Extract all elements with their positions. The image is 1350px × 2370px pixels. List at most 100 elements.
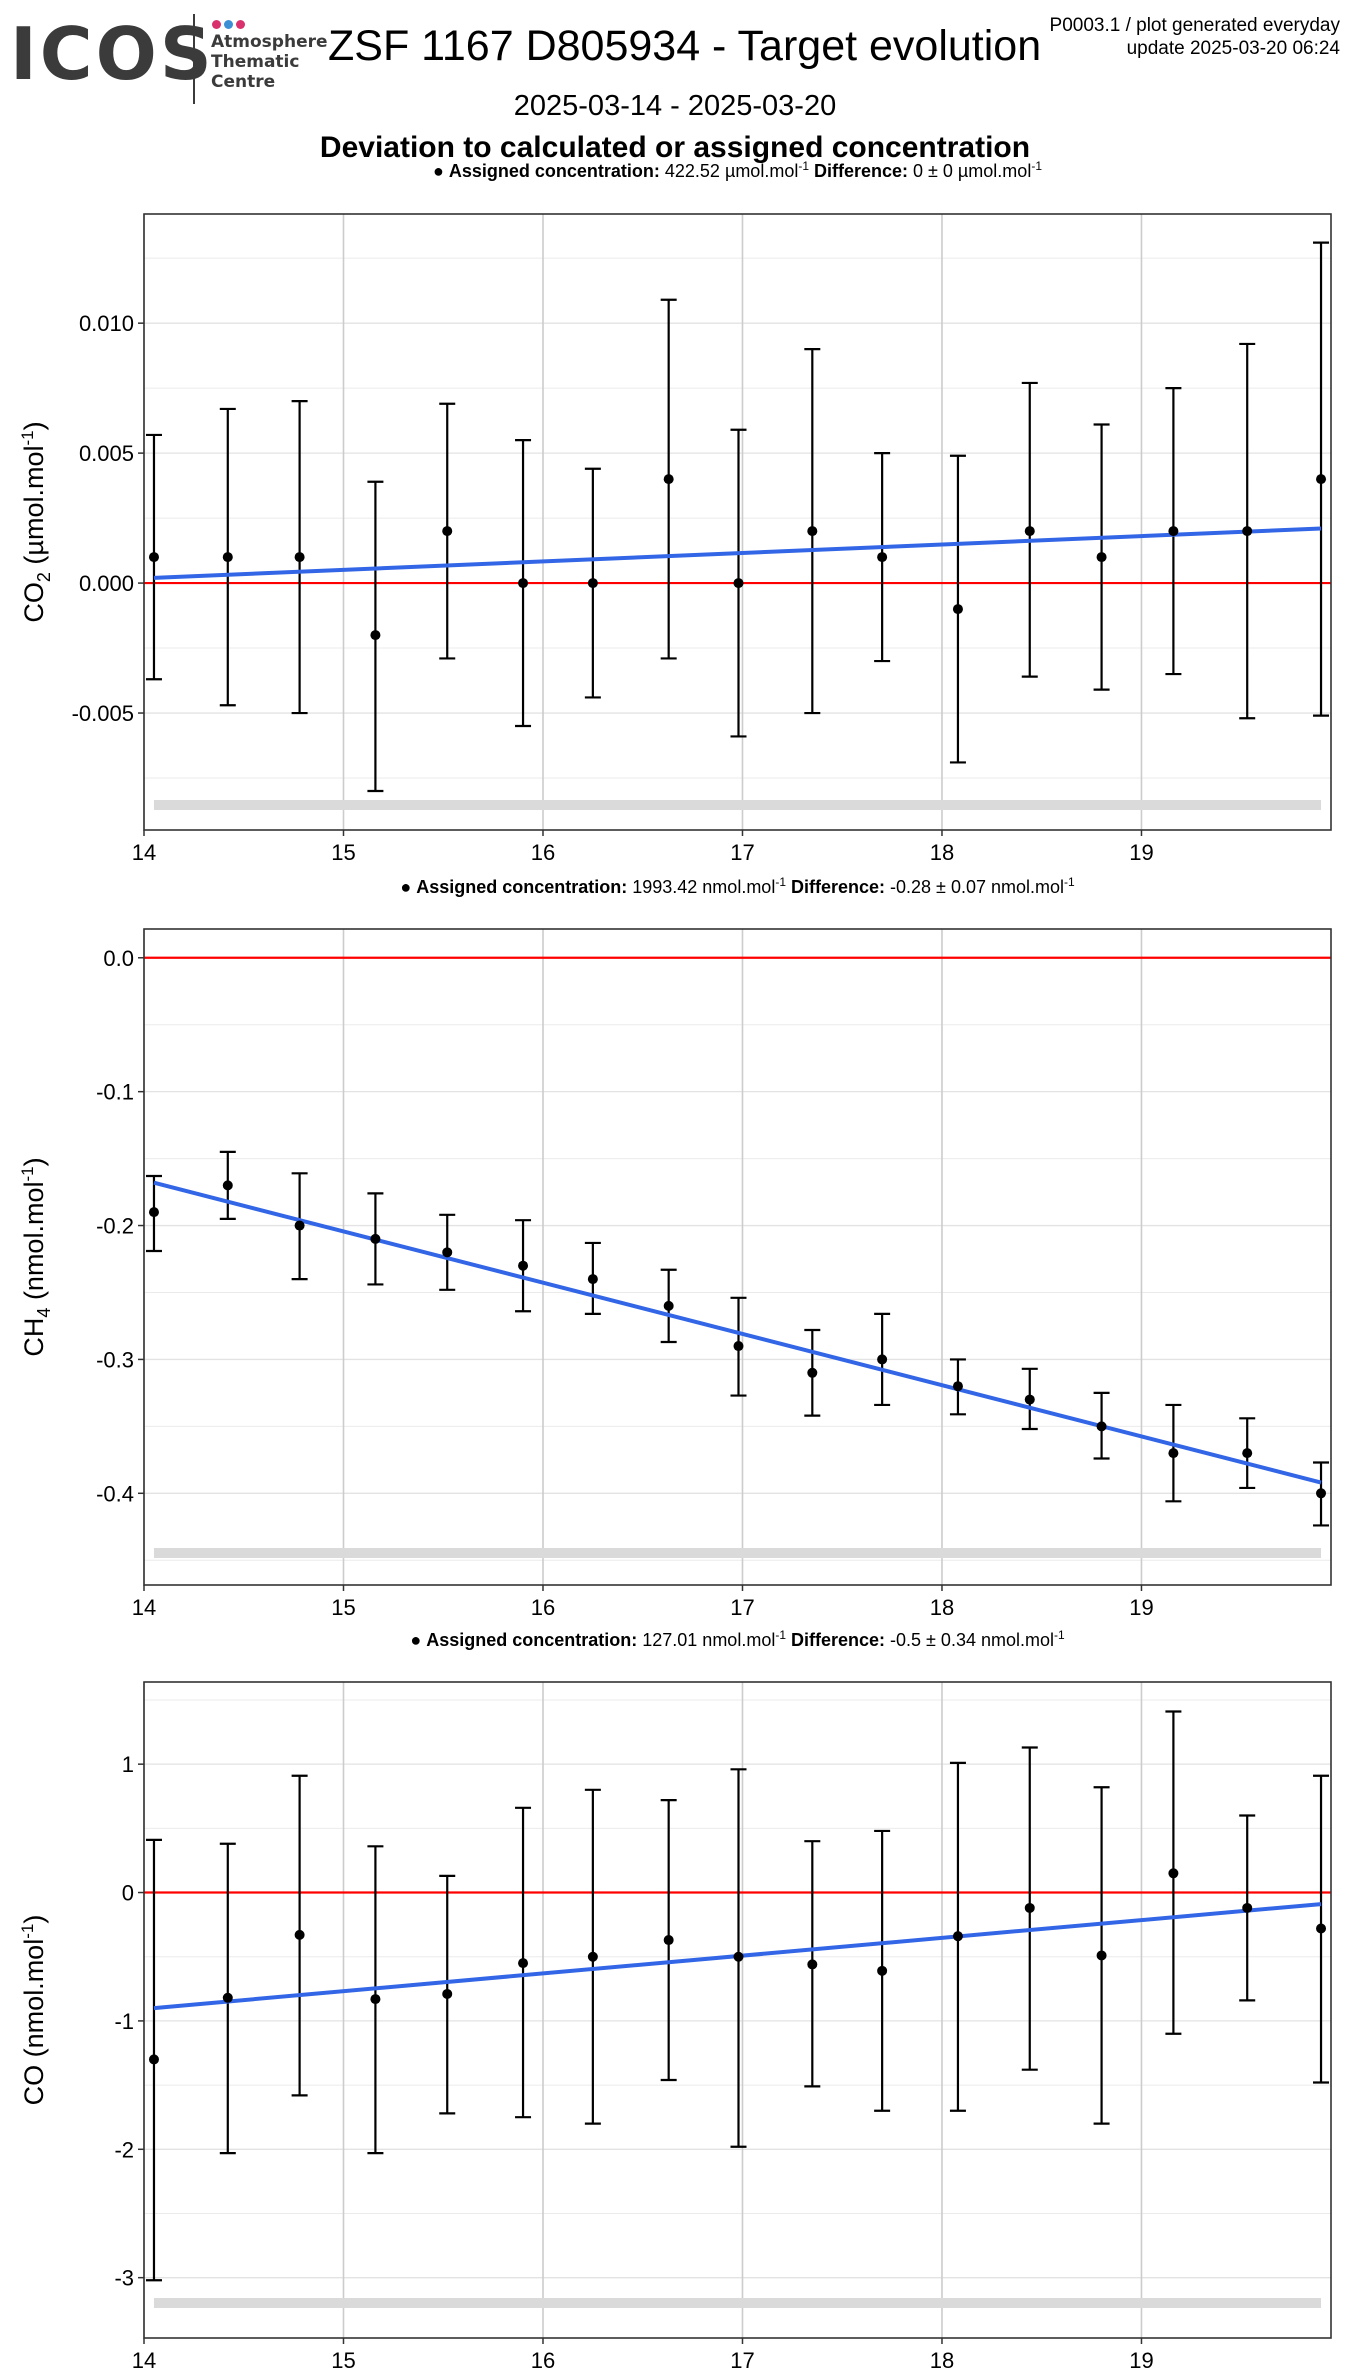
- date-range: 2025-03-14 - 2025-03-20: [513, 90, 837, 122]
- data-point: [1096, 1950, 1107, 1961]
- trend-line: [153, 1180, 1322, 1485]
- legend-assigned-value: 127.01 nmol.mol: [642, 1630, 775, 1650]
- panel-border: [143, 1681, 1332, 2339]
- data-point: [148, 1207, 159, 1218]
- data-point: [518, 578, 529, 589]
- legend-difference-label: Difference:: [786, 877, 890, 897]
- data-point: [1024, 1902, 1035, 1913]
- data-point: [442, 1988, 453, 1999]
- data-point: [222, 1992, 233, 2003]
- data-point: [877, 552, 888, 563]
- y-axis-title: CH4 (nmol.mol-1): [18, 1157, 54, 1356]
- y-axis-title: CO (nmol.mol-1): [18, 1915, 49, 2106]
- data-point: [370, 1233, 381, 1244]
- panel-legend: ● Assigned concentration: 127.01 nmol.mo…: [410, 1628, 1065, 1650]
- data-point: [1024, 526, 1035, 537]
- x-tick-label: 14: [132, 2348, 156, 2370]
- y-tick-label: 0.000: [79, 571, 134, 596]
- data-point: [370, 1994, 381, 2005]
- x-tick-label: 14: [132, 1595, 156, 1620]
- chart-panel-1: -0.005 0.000 0.005 0.010 14 15 16 17 18 19 CO2 (µm…: [18, 159, 1332, 865]
- y-tick-label: 0.005: [79, 441, 134, 466]
- legend-exponent: -1: [1031, 159, 1042, 173]
- y-tick-label: -0.2: [96, 1214, 134, 1239]
- data-point: [1024, 1394, 1035, 1405]
- y-axis-unit: (nmol.mol: [19, 1939, 49, 2065]
- legend-exponent: -1: [775, 1628, 786, 1642]
- bottom-band: [153, 1548, 1322, 1558]
- x-tick-label: 18: [930, 2348, 954, 2370]
- legend-point-symbol: ●: [433, 161, 449, 181]
- y-tick-label: -0.3: [96, 1347, 134, 1372]
- y-tick-label: -1: [114, 2009, 134, 2034]
- y-tick-label: -0.1: [96, 1080, 134, 1105]
- x-tick-label: 19: [1129, 2348, 1153, 2370]
- legend-difference-value: -0.28 ± 0.07 nmol.mol: [890, 877, 1064, 897]
- data-point: [1096, 1421, 1107, 1432]
- data-point: [807, 1959, 818, 1970]
- y-tick-label: -3: [114, 2266, 134, 2291]
- data-point: [952, 1381, 963, 1392]
- legend-assigned-value: 422.52 µmol.mol: [665, 161, 798, 181]
- x-tick-label: 16: [531, 2348, 555, 2370]
- data-point: [663, 1300, 674, 1311]
- plot-meta-line: P0003.1 / plot generated everyday: [1049, 15, 1340, 36]
- legend-exponent: -1: [1064, 875, 1075, 889]
- x-tick-label: 18: [930, 1595, 954, 1620]
- data-point: [733, 1341, 744, 1352]
- data-point: [587, 578, 598, 589]
- plot-background: [144, 929, 1331, 1585]
- x-tick-label: 16: [531, 1595, 555, 1620]
- data-point: [807, 1367, 818, 1378]
- panel-legend: ● Assigned concentration: 1993.42 nmol.m…: [400, 875, 1075, 897]
- y-axis-unit-close: ): [19, 1157, 49, 1166]
- y-axis-gas: CO: [19, 2065, 49, 2106]
- y-tick-label: -0.005: [72, 701, 134, 726]
- x-tick-label: 19: [1129, 840, 1153, 865]
- legend-assigned-label: Assigned concentration:: [416, 877, 632, 897]
- data-point: [294, 1220, 305, 1231]
- data-point: [518, 1260, 529, 1271]
- data-point: [587, 1274, 598, 1285]
- y-axis-unit-close: ): [19, 421, 49, 430]
- legend-point-symbol: ●: [400, 877, 416, 897]
- data-point: [1168, 526, 1179, 537]
- plot-meta: P0003.1 / plot generated everyday update…: [1050, 14, 1340, 60]
- panel-border: [143, 928, 1332, 1586]
- x-tick-label: 17: [730, 840, 754, 865]
- data-point: [370, 630, 381, 641]
- x-tick-label: 16: [531, 840, 555, 865]
- bottom-band: [153, 800, 1322, 810]
- x-tick-label: 19: [1129, 1595, 1153, 1620]
- x-tick-label: 17: [730, 2348, 754, 2370]
- bottom-band: [153, 2298, 1322, 2308]
- legend-difference-value: -0.5 ± 0.34 nmol.mol: [890, 1630, 1054, 1650]
- y-axis-unit-close: ): [19, 1915, 49, 1924]
- data-point: [148, 552, 159, 563]
- y-axis-unit-exponent: -1: [18, 430, 37, 445]
- legend-assigned-label: Assigned concentration:: [426, 1630, 642, 1650]
- data-point: [663, 474, 674, 485]
- y-axis-unit-exponent: -1: [18, 1166, 37, 1181]
- data-point: [1316, 474, 1327, 485]
- x-tick-label: 15: [331, 840, 355, 865]
- data-point: [294, 1929, 305, 1940]
- data-point: [222, 1180, 233, 1191]
- panel-border: [143, 213, 1332, 831]
- y-tick-label: 0.0: [103, 946, 134, 971]
- data-point: [877, 1965, 888, 1976]
- y-axis-unit: (nmol.mol: [19, 1182, 49, 1308]
- x-tick-label: 14: [132, 840, 156, 865]
- legend-assigned-value: 1993.42 nmol.mol: [632, 877, 775, 897]
- y-axis-gas: CO: [19, 582, 49, 623]
- legend-difference-value: 0 ± 0 µmol.mol: [913, 161, 1031, 181]
- logo-subtitle: Atmosphere Thematic Centre: [211, 32, 328, 92]
- data-point: [733, 1951, 744, 1962]
- logo-wordmark: ICOS: [10, 12, 215, 96]
- y-tick-label: -0.4: [96, 1481, 134, 1506]
- legend-point-symbol: ●: [410, 1630, 426, 1650]
- y-tick-label: 0: [122, 1881, 134, 1906]
- legend-exponent: -1: [1054, 1628, 1065, 1642]
